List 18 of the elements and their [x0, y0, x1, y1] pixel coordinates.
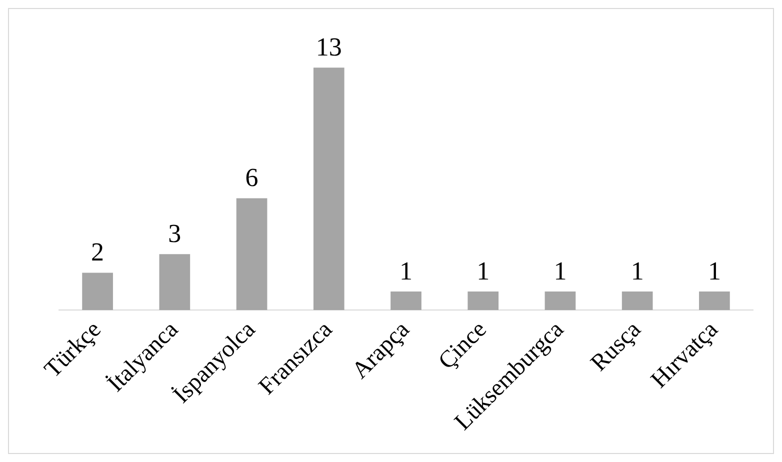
bar: [82, 272, 113, 310]
data-label: 1: [630, 256, 644, 286]
data-label: 6: [245, 163, 258, 192]
bar: [622, 291, 653, 310]
bar: [544, 291, 576, 310]
data-label: 1: [400, 256, 412, 286]
data-label: 13: [316, 32, 342, 62]
bar: [390, 291, 422, 310]
bar: [313, 68, 344, 310]
data-label: 1: [554, 256, 567, 286]
bar: [236, 198, 268, 310]
bar: [699, 291, 730, 310]
data-label: 1: [476, 256, 490, 286]
data-label: 2: [91, 238, 104, 267]
bar: [159, 254, 190, 310]
data-label: 1: [708, 256, 721, 286]
data-label: 3: [168, 218, 182, 248]
bar: [468, 291, 499, 310]
